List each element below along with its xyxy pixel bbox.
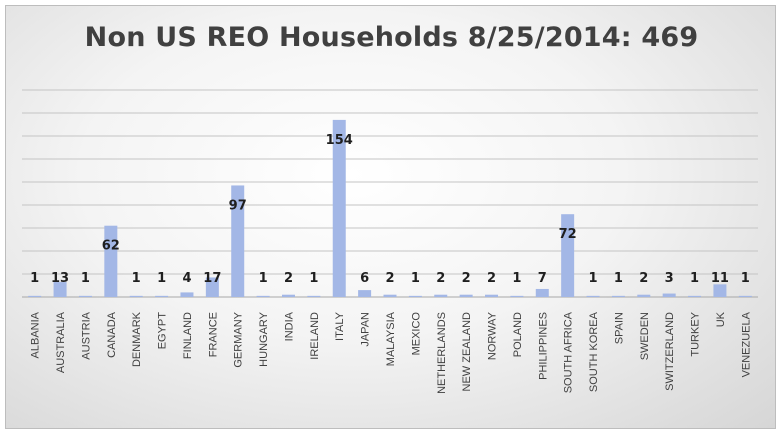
- data-label: 154: [326, 133, 353, 148]
- data-label: 1: [690, 271, 699, 286]
- bar-turkey: [688, 295, 702, 297]
- bar-australia: [53, 282, 67, 297]
- tick-label: MEXICO: [410, 312, 422, 356]
- bar-poland: [510, 295, 524, 297]
- tick-label: NORWAY: [487, 311, 499, 360]
- tick-label: INDIA: [283, 311, 295, 341]
- data-label: 1: [411, 271, 420, 286]
- data-label: 2: [487, 271, 496, 286]
- tick-label: SPAIN: [613, 312, 625, 344]
- data-label: 1: [589, 271, 598, 286]
- data-label: 1: [81, 271, 90, 286]
- bar-philippines: [535, 288, 549, 297]
- bar-south-africa: [561, 214, 575, 297]
- data-label: 1: [512, 271, 521, 286]
- data-label: 13: [51, 271, 69, 286]
- data-label: 62: [102, 239, 120, 254]
- bar-italy: [332, 119, 346, 298]
- data-label: 2: [284, 271, 293, 286]
- category-tick-labels: ALBANIA AUSTRALIA AUSTRIA CANADA DENMARK EGYP…: [30, 311, 753, 394]
- bar-malaysia: [383, 294, 397, 297]
- bar-albania: [28, 295, 42, 297]
- tick-label: PHILIPPINES: [537, 312, 549, 380]
- data-label: 7: [538, 271, 547, 286]
- tick-label: NEW ZEALAND: [461, 312, 473, 392]
- tick-label: JAPAN: [360, 312, 372, 347]
- tick-label: TURKEY: [690, 311, 702, 356]
- data-label: 2: [385, 271, 394, 286]
- tick-label: EGYPT: [157, 312, 169, 350]
- data-label: 1: [30, 271, 39, 286]
- tick-label: GERMANY: [233, 311, 245, 367]
- bar-japan: [358, 290, 372, 297]
- data-label: 1: [741, 271, 750, 286]
- tick-label: HUNGARY: [258, 311, 270, 366]
- tick-label: AUSTRALIA: [55, 311, 67, 373]
- data-label: 1: [132, 271, 141, 286]
- tick-label: FINLAND: [182, 312, 194, 359]
- data-label: 17: [203, 271, 221, 286]
- tick-label: NETHERLANDS: [436, 312, 448, 394]
- bar-canada: [104, 225, 118, 297]
- gridlines: [22, 89, 758, 298]
- bar-mexico: [408, 295, 422, 297]
- tick-label: ITALY: [334, 311, 346, 341]
- bar-finland: [180, 292, 194, 297]
- tick-label: VENEZUELA: [740, 311, 752, 377]
- tick-label: SWITZERLAND: [664, 312, 676, 391]
- tick-label: SOUTH KOREA: [588, 311, 600, 392]
- tick-label: MALAYSIA: [385, 311, 397, 366]
- tick-label: POLAND: [512, 312, 524, 357]
- data-label: 2: [436, 271, 445, 286]
- bar-sweden: [637, 294, 651, 297]
- tick-label: FRANCE: [207, 312, 219, 357]
- tick-label: DENMARK: [131, 311, 143, 367]
- data-label: 2: [639, 271, 648, 286]
- tick-label: ALBANIA: [30, 311, 42, 358]
- data-label: 4: [182, 271, 191, 286]
- data-label: 2: [462, 271, 471, 286]
- bar-norway: [485, 294, 499, 297]
- bar-ireland: [307, 295, 321, 297]
- data-label: 72: [559, 227, 577, 242]
- data-label: 6: [360, 271, 369, 286]
- chart-area: [5, 5, 776, 429]
- bars: [28, 119, 752, 298]
- bar-uk: [713, 284, 727, 297]
- tick-label: IRELAND: [309, 312, 321, 360]
- data-label: 1: [157, 271, 166, 286]
- data-label: 3: [665, 271, 674, 286]
- data-label: 1: [614, 271, 623, 286]
- bar-new-zealand: [459, 294, 473, 297]
- chart-title: Non US REO Households 8/25/2014: 469: [84, 22, 699, 53]
- bar-denmark: [129, 295, 143, 297]
- bar-netherlands: [434, 294, 448, 297]
- bar-germany: [231, 185, 245, 297]
- bar-india: [281, 294, 295, 297]
- bar-egypt: [155, 295, 169, 297]
- data-label: 97: [229, 198, 247, 213]
- bar-hungary: [256, 295, 270, 297]
- bar-austria: [78, 295, 92, 297]
- bar-france: [205, 277, 219, 297]
- data-label: 11: [711, 271, 729, 286]
- tick-label: CANADA: [106, 311, 118, 358]
- bar-south-korea: [586, 295, 600, 297]
- tick-label: AUSTRIA: [80, 311, 92, 359]
- tick-label: SOUTH AFRICA: [563, 311, 575, 393]
- data-label: 1: [309, 271, 318, 286]
- tick-label: UK: [715, 311, 727, 327]
- bar-switzerland: [662, 293, 676, 297]
- tick-label: SWEDEN: [639, 312, 651, 360]
- bar-spain: [611, 295, 625, 297]
- data-label: 1: [259, 271, 268, 286]
- bar-venezuela: [738, 295, 752, 297]
